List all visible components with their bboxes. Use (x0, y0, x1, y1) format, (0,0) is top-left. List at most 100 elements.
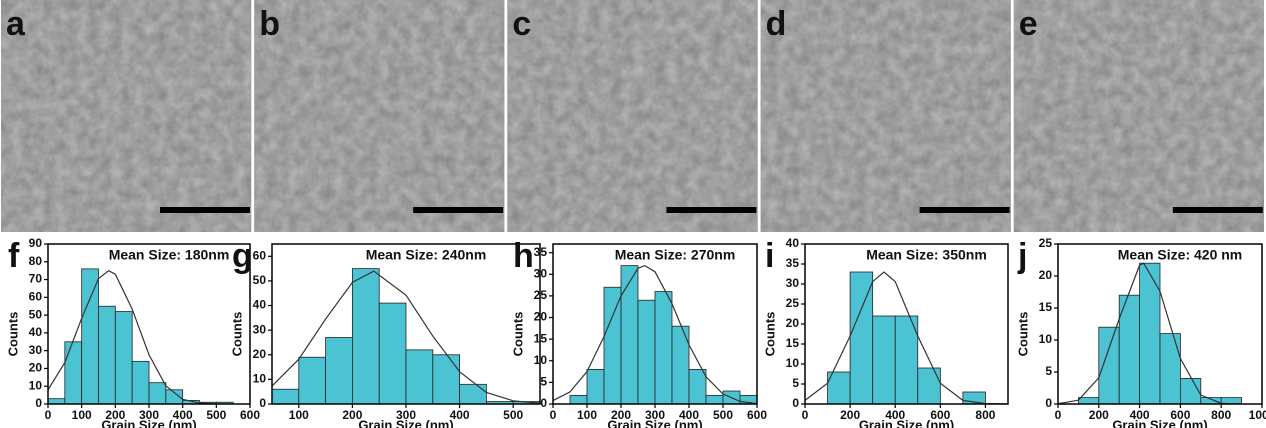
bar (82, 269, 99, 404)
x-tick-label: 100 (289, 408, 309, 422)
y-tick-label: 30 (786, 276, 800, 290)
bar (460, 384, 487, 404)
y-tick-label: 20 (534, 310, 548, 324)
panel-letter: f (8, 237, 20, 275)
y-tick-label: 50 (29, 307, 43, 321)
y-tick-label: 20 (1039, 268, 1053, 282)
bar (272, 389, 299, 404)
panel-letter: j (1017, 237, 1027, 275)
y-tick-label: 10 (253, 372, 267, 386)
bar (873, 316, 896, 404)
x-tick-label: 800 (1211, 408, 1231, 422)
x-axis-title: Grain Size (nm) (358, 417, 453, 428)
bar (1140, 263, 1160, 404)
annotation: Mean Size: 270nm (615, 247, 736, 263)
y-tick-label: 0 (35, 396, 42, 410)
y-tick-label: 10 (29, 378, 43, 392)
bar (587, 369, 604, 404)
y-tick-label: 15 (1039, 300, 1053, 314)
y-tick-label: 25 (786, 296, 800, 310)
bar (1099, 327, 1119, 404)
y-tick-label: 70 (29, 272, 43, 286)
y-tick-label: 40 (29, 325, 43, 339)
x-tick-label: 500 (713, 408, 733, 422)
sem-texture (254, 0, 504, 232)
bar (1180, 378, 1200, 404)
y-tick-label: 30 (534, 266, 548, 280)
y-tick-label: 60 (253, 248, 267, 262)
x-tick-label: 200 (840, 408, 860, 422)
y-tick-label: 10 (786, 356, 800, 370)
y-tick-label: 5 (540, 375, 547, 389)
y-tick-label: 15 (534, 331, 548, 345)
x-tick-label: 100 (72, 408, 92, 422)
bar (638, 300, 655, 404)
y-tick-label: 30 (29, 343, 43, 357)
bar (433, 355, 460, 404)
bar (352, 269, 379, 404)
x-tick-label: 600 (240, 408, 260, 422)
x-axis-title: Grain Size (nm) (101, 417, 196, 428)
sem-texture (1, 0, 251, 232)
y-tick-label: 40 (253, 298, 267, 312)
sem-texture (761, 0, 1011, 232)
bar (1160, 334, 1180, 404)
annotation: Mean Size: 240nm (366, 247, 487, 263)
y-tick-label: 80 (29, 254, 43, 268)
x-tick-label: 500 (206, 408, 226, 422)
panel-letter: b (259, 5, 280, 43)
y-axis-title: Counts (5, 312, 20, 357)
y-tick-label: 60 (29, 290, 43, 304)
y-tick-label: 0 (259, 396, 266, 410)
bar (65, 342, 82, 404)
figure: abcde01020304050607080900100200300400500… (0, 0, 1266, 428)
bar (621, 266, 638, 404)
x-tick-label: 1000 (1249, 408, 1266, 422)
y-tick-label: 40 (786, 236, 800, 250)
bar (655, 292, 672, 404)
panel-letter: h (513, 237, 534, 275)
x-tick-label: 800 (975, 408, 995, 422)
bar (406, 350, 433, 404)
panel-letter: d (766, 5, 787, 43)
y-tick-label: 25 (1039, 236, 1053, 250)
y-tick-label: 50 (253, 273, 267, 287)
bar (326, 338, 353, 404)
x-tick-label: 200 (1089, 408, 1109, 422)
bar (689, 369, 706, 404)
y-tick-label: 20 (29, 361, 43, 375)
x-tick-label: 500 (503, 408, 523, 422)
panel-letter: a (6, 5, 26, 43)
panel-letter: i (765, 237, 774, 275)
y-tick-label: 25 (534, 288, 548, 302)
panel-letter: c (512, 5, 531, 43)
y-tick-label: 5 (792, 376, 799, 390)
x-axis-title: Grain Size (nm) (1112, 417, 1207, 428)
bar (604, 287, 621, 404)
panel-letter: g (232, 237, 253, 275)
y-tick-label: 10 (1039, 332, 1053, 346)
y-tick-label: 35 (534, 245, 548, 259)
y-tick-label: 90 (29, 236, 43, 250)
x-tick-label: 0 (802, 408, 809, 422)
bar (299, 357, 326, 404)
bar (918, 368, 941, 404)
y-tick-label: 15 (786, 336, 800, 350)
bar (570, 395, 587, 404)
bar (48, 399, 65, 404)
bar (1078, 398, 1098, 404)
x-tick-label: 0 (550, 408, 557, 422)
y-tick-label: 20 (786, 316, 800, 330)
x-axis-title: Grain Size (nm) (607, 417, 702, 428)
y-tick-label: 35 (786, 256, 800, 270)
x-tick-label: 0 (45, 408, 52, 422)
bar (379, 303, 406, 404)
y-tick-label: 5 (1045, 364, 1052, 378)
y-axis-title: Counts (229, 312, 244, 357)
y-tick-label: 0 (1045, 396, 1052, 410)
bar (132, 361, 149, 404)
x-axis-title: Grain Size (nm) (859, 417, 954, 428)
x-tick-label: 100 (577, 408, 597, 422)
sem-texture (1014, 0, 1264, 232)
y-tick-label: 10 (534, 353, 548, 367)
